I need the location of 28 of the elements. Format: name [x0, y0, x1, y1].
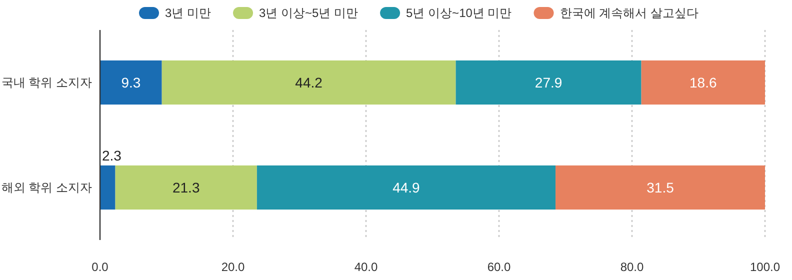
legend-label: 5년 이상~10년 미만 — [406, 6, 512, 20]
data-label: 44.9 — [392, 180, 420, 196]
bar — [256, 165, 556, 210]
x-tick-label: 20.0 — [221, 260, 245, 274]
bar — [641, 60, 765, 105]
data-label: 27.9 — [534, 74, 562, 90]
legend-label: 한국에 계속해서 살고싶다 — [560, 6, 698, 20]
bar — [456, 60, 642, 105]
legend-label: 3년 미만 — [165, 6, 212, 20]
bar — [100, 165, 116, 210]
data-label: 21.3 — [172, 180, 200, 196]
legend-label: 3년 이상~5년 미만 — [259, 6, 358, 20]
bar — [556, 165, 765, 210]
x-tick-label: 60.0 — [487, 260, 511, 274]
bar — [162, 60, 456, 105]
bar — [115, 165, 257, 210]
x-tick-label: 40.0 — [354, 260, 378, 274]
data-label: 31.5 — [646, 180, 674, 196]
y-tick-label: 해외 학위 소지자 — [1, 180, 92, 194]
data-label: 9.3 — [121, 74, 141, 90]
x-tick-label: 100.0 — [750, 260, 780, 274]
data-label: 2.3 — [102, 147, 122, 164]
bar — [100, 60, 162, 105]
y-tick-label: 국내 학위 소지자 — [1, 76, 92, 90]
data-label: 44.2 — [295, 74, 323, 90]
x-tick-label: 80.0 — [620, 260, 644, 274]
data-label: 18.6 — [690, 74, 717, 90]
x-tick-label: 0.0 — [92, 260, 109, 274]
